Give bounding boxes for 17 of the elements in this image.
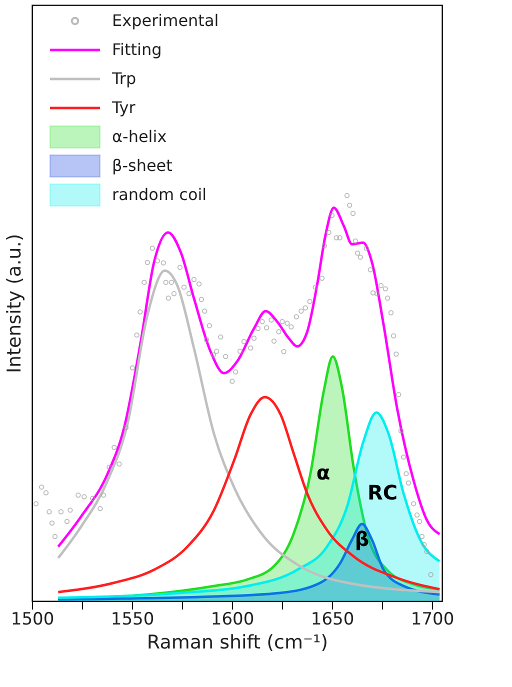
x-tick-label: 1700: [410, 610, 454, 630]
x-tick-label: 1650: [310, 610, 354, 630]
annotation: RC: [368, 480, 398, 505]
x-axis-title: Raman shift (cm⁻¹): [146, 632, 328, 654]
legend-label: Tyr: [111, 98, 136, 117]
legend-label: Fitting: [112, 40, 162, 59]
annotation: β: [354, 526, 370, 551]
x-tick-label: 1550: [110, 610, 154, 630]
legend-label: Experimental: [112, 11, 219, 30]
x-tick-label: 1500: [10, 610, 54, 630]
y-axis-title: Intensity (a.u.): [4, 234, 26, 374]
annotation: α: [316, 460, 330, 485]
legend-label: Trp: [111, 69, 136, 88]
legend-label: β-sheet: [112, 156, 172, 175]
x-tick-label: 1600: [210, 610, 254, 630]
legend-label: α-helix: [112, 127, 167, 146]
legend-label: random coil: [112, 185, 207, 204]
